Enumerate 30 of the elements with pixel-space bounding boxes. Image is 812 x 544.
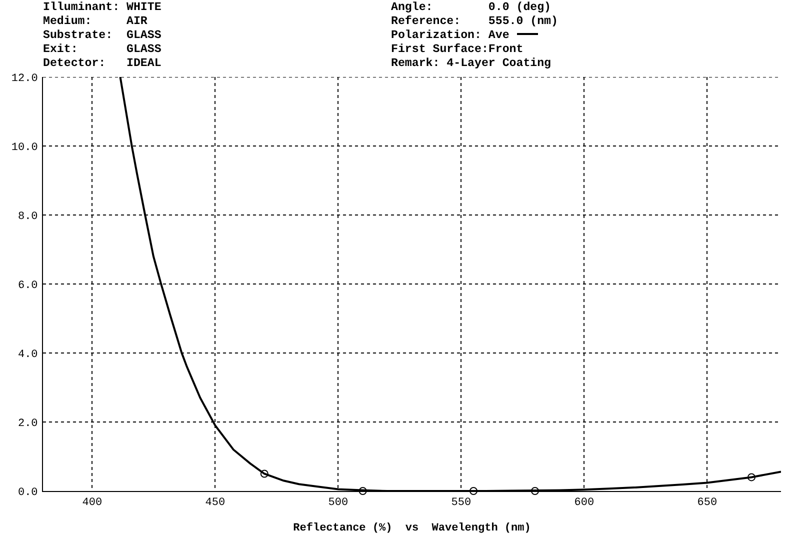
text: Substrate: GLASS [43, 29, 162, 42]
x-tick-label: 450 [205, 497, 226, 510]
x-tick-label: 650 [697, 497, 718, 510]
y-tick-label: 10.0 [11, 142, 38, 154]
y-tick-label: 0.0 [18, 486, 38, 499]
y-tick-label: 4.0 [18, 348, 38, 361]
text: Medium: AIR [43, 15, 148, 28]
text: Reference: 555.0 (nm) [391, 15, 558, 28]
text: Angle: 0.0 (deg) [391, 1, 552, 14]
text: Polarization: [391, 29, 482, 42]
x-axis-title: Reflectance (%) vs Wavelength (nm) [293, 521, 531, 534]
y-tick-label: 8.0 [18, 210, 38, 223]
x-tick-label: 550 [451, 497, 472, 510]
text: Illuminant: WHITE [43, 1, 162, 14]
x-tick-label: 400 [82, 497, 102, 510]
y-tick-label: 12.0 [11, 72, 38, 85]
text: Exit: GLASS [43, 43, 162, 56]
point [747, 473, 756, 482]
x-tick-label: 500 [328, 497, 348, 510]
y-tick-label: 6.0 [18, 280, 38, 292]
text: Remark: 4-Layer Coating [391, 57, 552, 70]
point [358, 487, 367, 495]
x-tick-label: 600 [574, 497, 594, 510]
y-tick-label: 2.0 [18, 418, 38, 430]
text: First Surface:Front [391, 43, 524, 56]
point [531, 487, 539, 495]
point [260, 470, 268, 478]
point [470, 487, 478, 495]
legend-label: Ave [487, 29, 510, 42]
text: Detector: IDEAL [43, 57, 162, 70]
